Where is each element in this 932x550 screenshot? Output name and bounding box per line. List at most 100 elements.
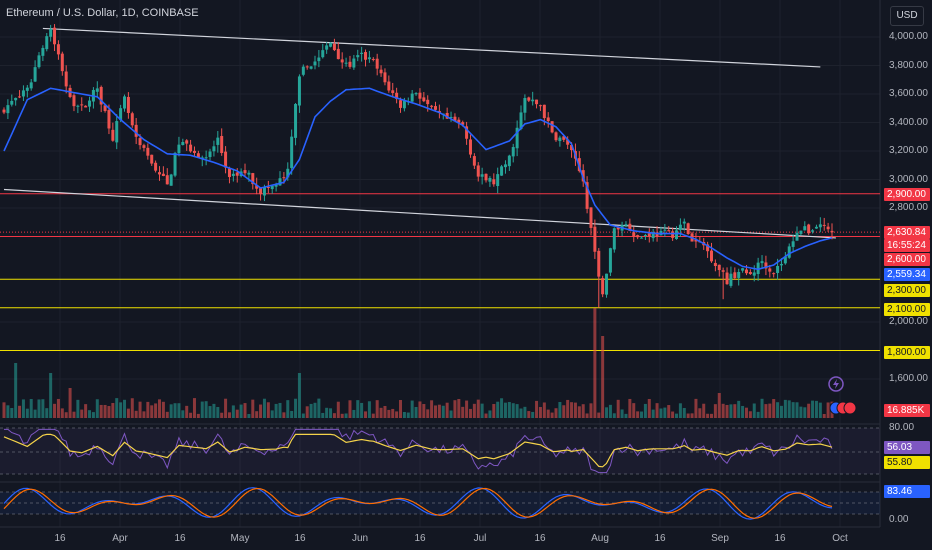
volume-bar	[14, 363, 18, 418]
volume-bar	[119, 402, 123, 418]
candle-body	[154, 162, 158, 171]
candle-body	[601, 278, 605, 295]
volume-bar	[628, 398, 632, 418]
volume-bar	[744, 407, 748, 418]
volume-bar	[422, 404, 426, 418]
volume-bar	[612, 413, 616, 418]
candle-body	[492, 179, 496, 185]
candle-body	[737, 271, 741, 278]
event-icons[interactable]	[828, 376, 857, 415]
candle-body	[515, 127, 519, 149]
candle-body	[465, 126, 469, 139]
candle-body	[80, 104, 84, 106]
volume-bar	[290, 410, 294, 418]
candle-body	[142, 145, 146, 148]
volume-bar	[659, 408, 663, 418]
candle-body	[231, 173, 235, 176]
volume-bar	[783, 399, 787, 418]
candle-body	[375, 58, 379, 69]
volume-bar	[826, 402, 830, 418]
candle-body	[119, 108, 123, 121]
candle-body	[294, 103, 298, 138]
volume-bar	[379, 407, 383, 418]
stoch-level-tick: 0.00	[889, 514, 909, 525]
volume-bar	[585, 413, 589, 418]
candle-body	[729, 273, 733, 286]
candle-body	[449, 116, 453, 118]
volume-bar	[682, 408, 686, 418]
volume-bar	[41, 399, 45, 418]
candle-body	[41, 47, 45, 56]
price-label: 16:55:24	[884, 239, 930, 252]
volume-bar	[80, 409, 84, 418]
price-axis-tick: 3,200.00	[889, 145, 928, 156]
rsi-pane[interactable]	[0, 427, 880, 475]
candle-body	[741, 268, 745, 271]
volume-bar	[465, 400, 469, 418]
volume-bar	[706, 413, 710, 418]
volume-bar	[779, 405, 783, 418]
time-axis-tick: Aug	[591, 533, 609, 544]
candle-body	[53, 27, 57, 45]
volume-bar	[21, 399, 25, 418]
volume-bar	[2, 402, 6, 418]
time-axis-tick: 16	[534, 533, 546, 544]
volume-bar	[686, 413, 690, 418]
volume-bar	[608, 404, 612, 418]
candle-body	[818, 224, 822, 228]
price-label: 2,900.00	[884, 188, 930, 201]
candle-body	[60, 53, 64, 72]
volume-bar	[752, 403, 756, 418]
volume-bar	[25, 408, 29, 418]
volume-bar	[449, 410, 453, 418]
volume-bar	[364, 411, 368, 418]
volume-bar	[360, 402, 364, 418]
volume-bar	[356, 400, 360, 418]
candle-body	[733, 272, 737, 279]
volume-bar	[573, 402, 577, 418]
candle-body	[764, 262, 768, 269]
candle-body	[550, 121, 554, 133]
candle-body	[484, 173, 488, 181]
candle-body	[640, 237, 644, 239]
volume-bar	[37, 399, 41, 418]
volume-bar	[53, 403, 57, 418]
volume-bar	[620, 409, 624, 418]
volume-bar	[45, 408, 49, 418]
candle-body	[585, 182, 589, 209]
trendlines[interactable]	[3, 27, 836, 239]
volume-bar	[161, 401, 165, 418]
volume-bar	[224, 398, 228, 418]
volume-bar	[601, 336, 605, 418]
volume-bar	[636, 411, 640, 418]
candle-body	[675, 230, 679, 240]
currency-button[interactable]: USD	[890, 6, 924, 26]
time-axis-tick: 16	[174, 533, 186, 544]
volume-bar	[624, 413, 628, 418]
candle-body	[500, 166, 504, 176]
volume-bar	[286, 400, 290, 418]
volume-bar	[367, 401, 371, 418]
volume-bar	[764, 404, 768, 418]
symbol-title[interactable]: Ethereum / U.S. Dollar, 1D, COINBASE	[6, 7, 199, 19]
volume-bar	[142, 411, 146, 418]
candle-body	[37, 55, 41, 68]
candle-body	[88, 100, 92, 107]
stoch-rsi-pane[interactable]	[0, 487, 880, 520]
volume-bar	[208, 406, 212, 418]
candle-body	[208, 151, 212, 158]
candle-body	[744, 269, 748, 274]
candle-body	[566, 139, 570, 145]
time-axis-tick: Jul	[473, 533, 487, 544]
volume-bar	[239, 404, 243, 418]
candle-body	[709, 250, 713, 262]
candle-body	[410, 93, 414, 102]
candle-body	[332, 43, 336, 51]
candle-body	[791, 241, 795, 247]
volume-bar	[189, 412, 193, 418]
candle-body	[488, 178, 492, 182]
candle-body	[196, 153, 200, 158]
candle-body	[45, 36, 49, 50]
volume-bar	[294, 398, 298, 418]
